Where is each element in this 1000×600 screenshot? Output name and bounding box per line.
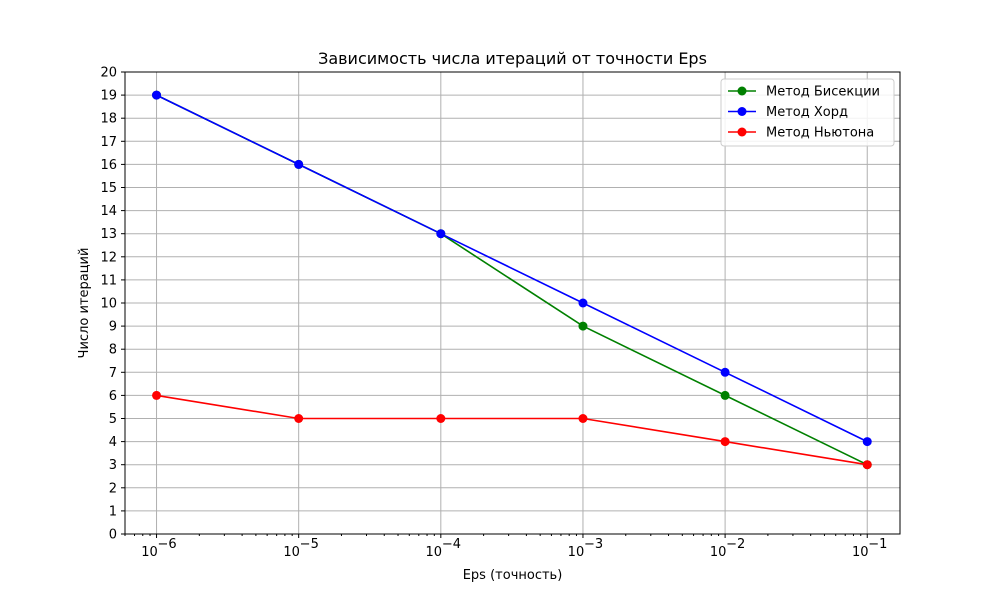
data-point [294, 159, 304, 169]
data-point [436, 414, 446, 423]
x-tick-label-base: 10 [852, 545, 869, 560]
data-point [862, 437, 872, 447]
x-tick-label-exponent: −4 [442, 537, 461, 552]
y-tick-label: 8 [109, 343, 117, 358]
y-tick-label: 3 [109, 458, 117, 473]
y-tick-label: 6 [109, 389, 117, 404]
legend-entry: Метод Ньютона [728, 126, 874, 141]
ticks: 0123456789101112131415161718192010−610−5… [100, 66, 887, 561]
y-tick-label: 14 [100, 204, 117, 219]
x-tick-label: 10−4 [426, 537, 461, 560]
y-tick-label: 17 [100, 135, 117, 150]
y-tick-label: 0 [109, 528, 117, 543]
y-tick-label: 13 [100, 227, 117, 242]
x-tick-label-exponent: −1 [868, 537, 887, 552]
y-tick-label: 11 [100, 273, 117, 288]
series-line [156, 94, 868, 443]
x-tick-label-base: 10 [568, 545, 585, 560]
x-tick-label-base: 10 [426, 545, 443, 560]
data-point [152, 390, 162, 400]
legend-label: Метод Хорд [766, 105, 848, 120]
legend-marker [737, 127, 747, 137]
y-tick-label: 7 [109, 366, 117, 381]
y-axis-label: Число итераций [77, 248, 92, 359]
y-tick-label: 9 [109, 320, 117, 335]
y-tick-label: 5 [109, 412, 117, 427]
y-tick-label: 1 [109, 504, 117, 519]
legend-marker [737, 86, 747, 96]
x-tick-label: 10−2 [710, 537, 745, 560]
legend-marker [737, 107, 747, 116]
legend-box [720, 78, 895, 147]
data-point [720, 367, 730, 377]
legend-entry: Метод Бисекции [728, 85, 880, 100]
chart-title: Зависимость числа итераций от точности E… [318, 49, 707, 68]
data-point [578, 321, 588, 331]
data-point [152, 90, 162, 100]
x-tick-label: 10−5 [283, 537, 318, 560]
data-point [294, 414, 304, 423]
x-tick-label-base: 10 [710, 545, 727, 560]
y-tick-label: 4 [109, 435, 117, 450]
data-point [720, 390, 730, 400]
legend-label: Метод Бисекции [766, 85, 880, 100]
x-tick-label: 10−3 [568, 537, 603, 560]
y-tick-label: 16 [100, 158, 117, 173]
legend-label: Метод Ньютона [766, 126, 874, 141]
y-tick-label: 18 [100, 112, 117, 127]
y-tick-label: 12 [100, 250, 117, 265]
x-tick-label-exponent: −5 [300, 537, 319, 552]
y-tick-label: 20 [100, 66, 117, 81]
data-point [578, 414, 588, 423]
y-tick-label: 2 [109, 481, 117, 496]
data-point [578, 298, 588, 308]
legend-entry: Метод Хорд [728, 105, 848, 120]
y-tick-label: 15 [100, 181, 117, 196]
x-tick-label-exponent: −3 [584, 537, 603, 552]
data-point [720, 437, 730, 447]
series-layer [152, 90, 872, 470]
legend: Метод Бисекции Метод Хорд Метод Ньютона [720, 78, 895, 147]
x-tick-label: 10−1 [852, 537, 887, 560]
y-tick-label: 10 [100, 297, 117, 312]
data-point [862, 460, 872, 470]
data-point [436, 229, 446, 239]
y-tick-label: 19 [100, 89, 117, 104]
series-line [156, 394, 868, 466]
x-tick-label-base: 10 [141, 545, 158, 560]
x-tick-label-exponent: −2 [726, 537, 745, 552]
x-tick-label-base: 10 [283, 545, 300, 560]
x-tick-label-exponent: −6 [158, 537, 177, 552]
x-axis-label: Eps (точность) [463, 568, 563, 583]
x-tick-label: 10−6 [141, 537, 176, 560]
